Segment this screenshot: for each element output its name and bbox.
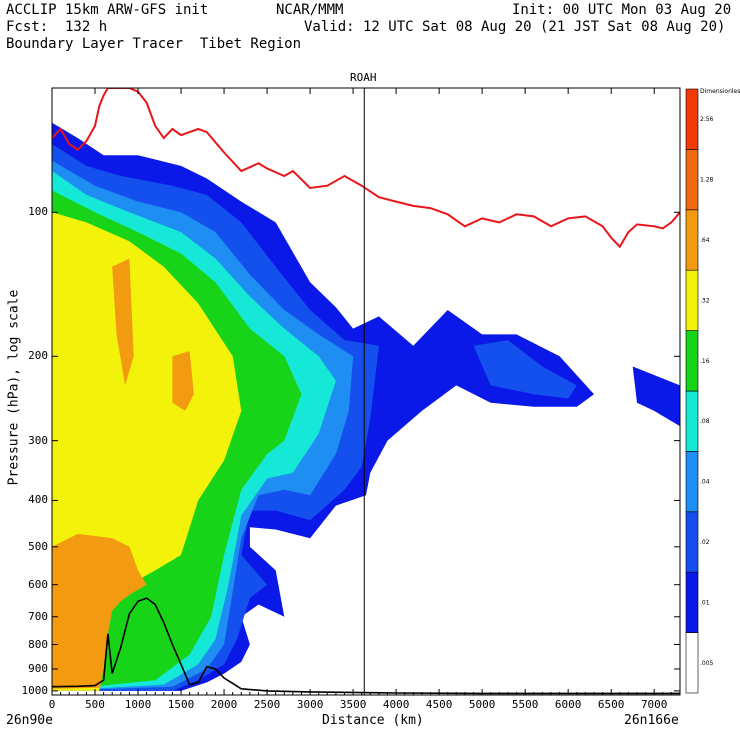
x-tick-label: 5000 [468, 698, 496, 711]
x-tick-label: 2000 [210, 698, 238, 711]
colorbar-swatch [685, 149, 699, 211]
y-tick-label: 800 [28, 637, 48, 651]
y-tick-label: 200 [28, 349, 48, 363]
colorbar-swatch [685, 330, 699, 392]
tracer-region-level-7 [52, 533, 147, 689]
y-tick-label: 1000 [21, 683, 49, 697]
colorbar-title: Dimensionless [700, 88, 740, 95]
y-tick-label: 900 [28, 661, 48, 675]
colorbar-swatch [685, 451, 699, 513]
colorbar-label: 2.56 [700, 116, 714, 123]
colorbar-label: .16 [700, 358, 710, 365]
colorbar-swatch [685, 390, 699, 452]
colorbar-label: .64 [700, 237, 710, 244]
forecast-hour: Fcst: 132 h [6, 19, 108, 35]
tracer-region-level-7 [112, 258, 134, 386]
tracer-region-level-1 [632, 366, 680, 427]
tropopause-line [52, 88, 680, 249]
y-tick-label: 600 [28, 577, 48, 591]
chart-title: ROAH [350, 71, 377, 84]
y-tick-label: 300 [28, 433, 48, 447]
model-title: ACCLIP 15km ARW-GFS init [6, 2, 209, 18]
tracer-region-level-7 [172, 351, 194, 411]
x-start-label: 26n90e [6, 713, 53, 728]
y-tick-label: 500 [28, 539, 48, 553]
colorbar-label: .02 [700, 539, 710, 546]
valid-time: Valid: 12 UTC Sat 08 Aug 20 (21 JST Sat … [304, 19, 726, 35]
x-end-label: 26n166e [624, 713, 679, 728]
x-tick-label: 2500 [253, 698, 281, 711]
colorbar-swatch [685, 511, 699, 573]
colorbar-swatch [685, 571, 699, 633]
terrain-line [52, 597, 680, 695]
x-tick-label: 4500 [425, 698, 453, 711]
colorbar-swatch [685, 269, 699, 331]
product-title: Boundary Layer Tracer Tibet Region [6, 36, 302, 52]
colorbar-label: .08 [700, 418, 710, 425]
init-time: Init: 00 UTC Mon 03 Aug 20 [512, 2, 732, 18]
colorbar-label: .01 [700, 599, 710, 606]
y-tick-label: 400 [28, 493, 48, 507]
colorbar-label: .04 [700, 479, 710, 486]
y-tick-label: 700 [28, 609, 48, 623]
x-tick-label: 3000 [296, 698, 324, 711]
colorbar-label: .32 [700, 297, 710, 304]
plot-frame [51, 87, 681, 696]
colorbar-swatch [685, 88, 699, 150]
x-axis-label: Distance (km) [322, 713, 424, 728]
colorbar-swatch [685, 632, 699, 694]
colorbar-swatch [685, 209, 699, 271]
x-tick-label: 5500 [511, 698, 539, 711]
x-tick-label: 0 [48, 698, 56, 711]
x-tick-label: 7000 [640, 698, 668, 711]
x-tick-label: 4000 [382, 698, 410, 711]
x-tick-label: 500 [85, 698, 105, 711]
x-tick-label: 1000 [124, 698, 152, 711]
x-tick-label: 1500 [167, 698, 195, 711]
colorbar-label: .005 [700, 660, 714, 667]
organization-label: NCAR/MMM [276, 2, 344, 18]
y-tick-label: 100 [28, 205, 48, 219]
x-tick-label: 3500 [339, 698, 367, 711]
colorbar-label: 1.28 [700, 177, 714, 184]
x-tick-label: 6000 [554, 698, 582, 711]
x-tick-label: 6500 [597, 698, 625, 711]
tracer-region-level-2 [473, 340, 577, 399]
